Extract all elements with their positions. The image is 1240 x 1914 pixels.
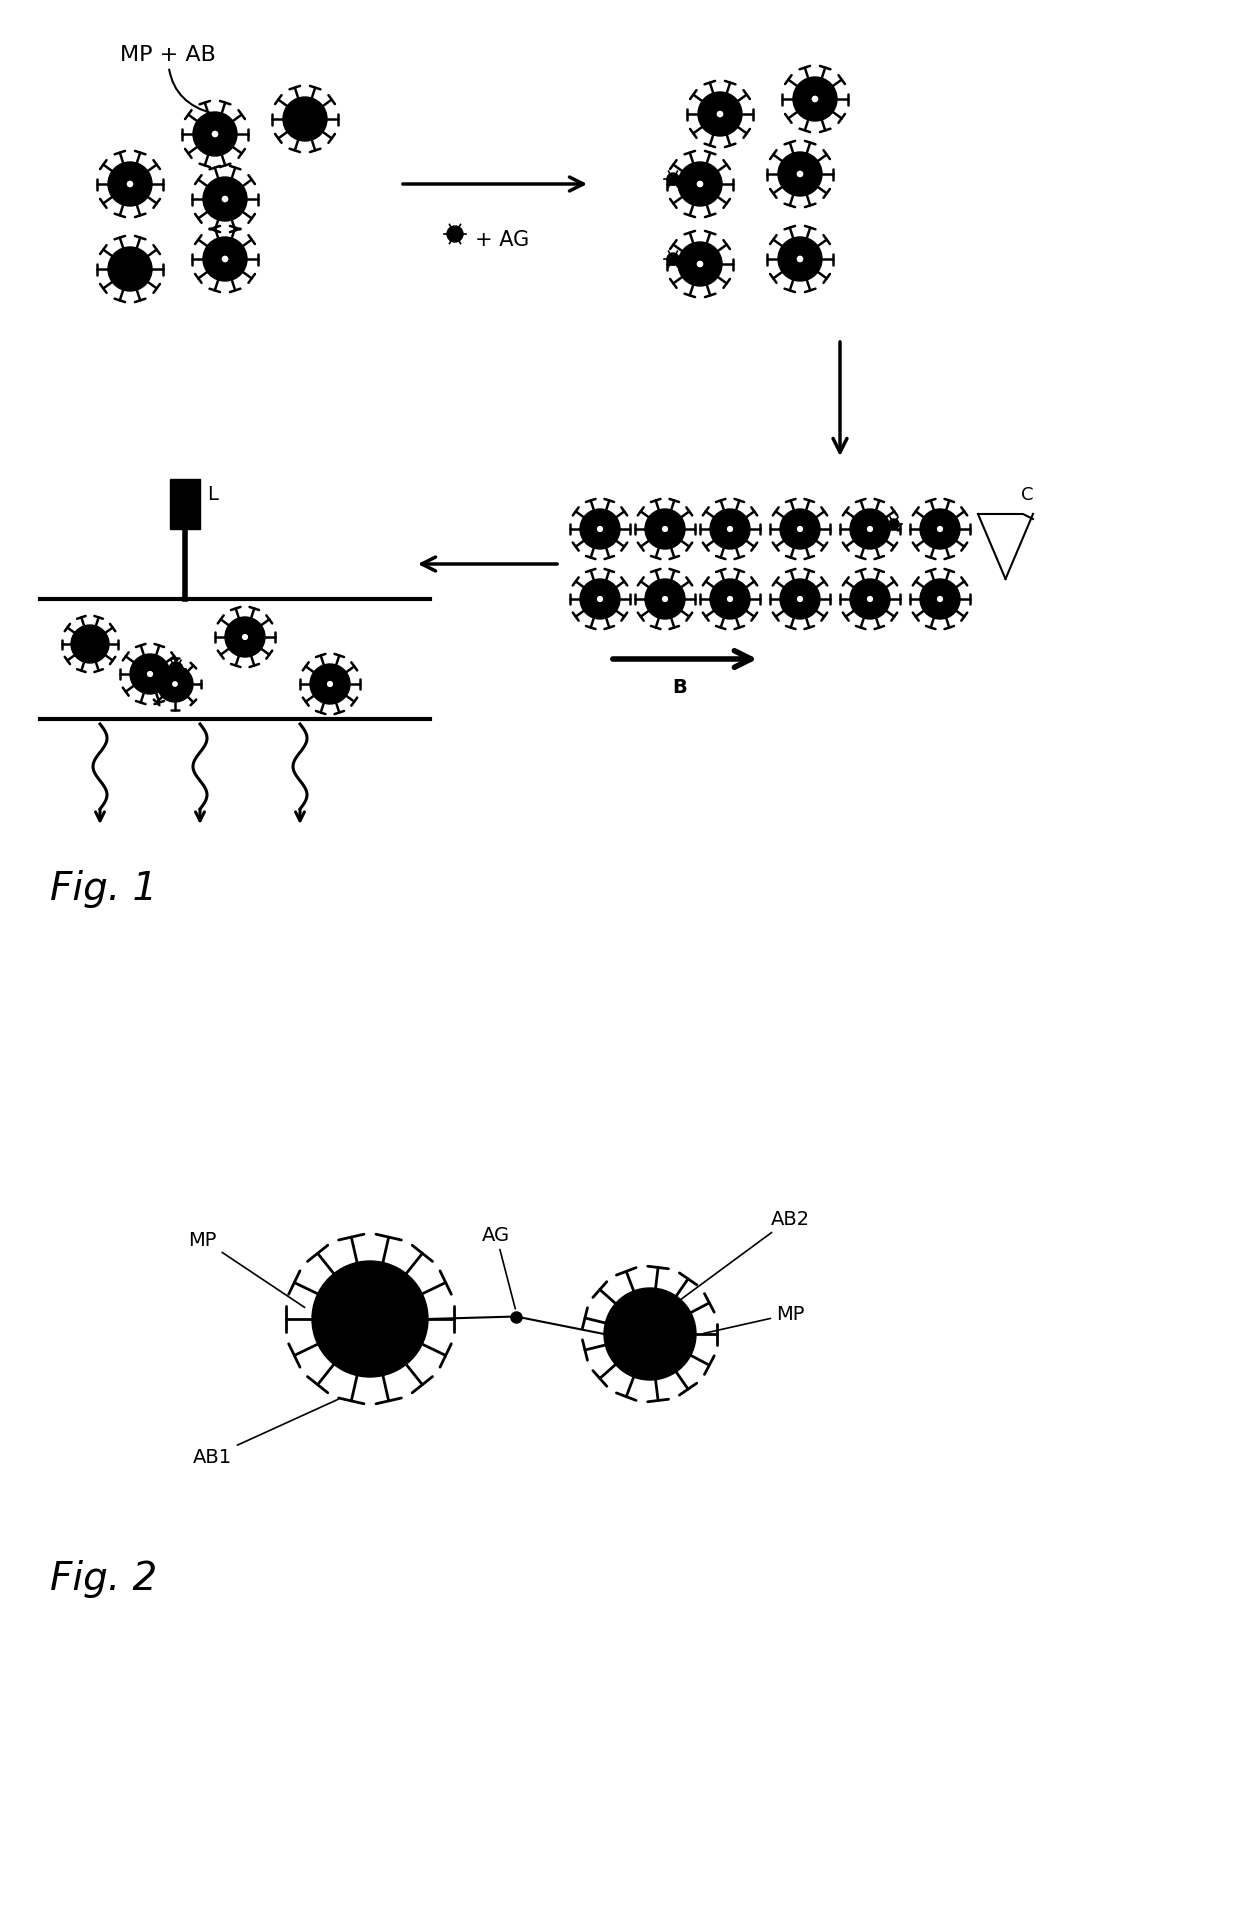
Circle shape <box>797 172 802 178</box>
Circle shape <box>794 78 837 122</box>
Circle shape <box>446 228 463 243</box>
Circle shape <box>222 256 228 262</box>
Circle shape <box>604 1288 696 1380</box>
Circle shape <box>780 509 820 549</box>
Circle shape <box>777 237 822 281</box>
Circle shape <box>130 655 170 695</box>
Circle shape <box>697 262 703 268</box>
Circle shape <box>71 626 109 664</box>
Circle shape <box>868 597 873 603</box>
Circle shape <box>797 597 802 603</box>
Circle shape <box>698 94 742 138</box>
Circle shape <box>645 509 684 549</box>
Circle shape <box>662 528 667 532</box>
Circle shape <box>797 528 802 532</box>
Circle shape <box>108 163 153 207</box>
Circle shape <box>718 113 723 117</box>
Circle shape <box>711 580 750 620</box>
Circle shape <box>598 597 603 603</box>
Circle shape <box>172 683 177 687</box>
Text: B: B <box>672 678 687 697</box>
Circle shape <box>598 528 603 532</box>
Text: MP: MP <box>704 1305 805 1334</box>
Circle shape <box>849 509 890 549</box>
Circle shape <box>849 580 890 620</box>
Circle shape <box>797 256 802 262</box>
Circle shape <box>224 618 265 658</box>
Circle shape <box>580 580 620 620</box>
Circle shape <box>937 597 942 603</box>
Circle shape <box>327 681 332 687</box>
Circle shape <box>728 528 733 532</box>
Circle shape <box>645 580 684 620</box>
Circle shape <box>812 98 817 103</box>
Circle shape <box>920 509 960 549</box>
Text: Fig. 1: Fig. 1 <box>50 869 157 907</box>
Circle shape <box>777 153 822 197</box>
Circle shape <box>868 528 873 532</box>
Text: C: C <box>1021 486 1033 503</box>
Circle shape <box>937 528 942 532</box>
Text: AG: AG <box>482 1225 516 1309</box>
Circle shape <box>203 178 247 222</box>
Bar <box>170 480 200 530</box>
Circle shape <box>678 163 722 207</box>
Circle shape <box>212 132 218 138</box>
Circle shape <box>283 98 327 142</box>
Circle shape <box>310 664 350 704</box>
Circle shape <box>203 237 247 281</box>
Circle shape <box>728 597 733 603</box>
Text: AB1: AB1 <box>193 1399 339 1466</box>
Circle shape <box>148 672 153 678</box>
Circle shape <box>243 635 248 639</box>
Circle shape <box>222 197 228 203</box>
Circle shape <box>667 174 680 186</box>
Text: MP + AB: MP + AB <box>120 44 216 115</box>
Circle shape <box>662 597 667 603</box>
Circle shape <box>193 113 237 157</box>
Circle shape <box>697 182 703 188</box>
Circle shape <box>780 580 820 620</box>
Text: Fig. 2: Fig. 2 <box>50 1560 157 1596</box>
Circle shape <box>580 509 620 549</box>
Circle shape <box>711 509 750 549</box>
Circle shape <box>169 662 184 678</box>
Circle shape <box>108 249 153 291</box>
Circle shape <box>889 521 899 530</box>
Text: + AG: + AG <box>475 230 529 251</box>
Circle shape <box>667 255 680 266</box>
Circle shape <box>920 580 960 620</box>
Circle shape <box>312 1261 428 1378</box>
Text: L: L <box>207 486 218 503</box>
Text: MP: MP <box>188 1231 305 1307</box>
Circle shape <box>157 666 193 702</box>
Circle shape <box>678 243 722 287</box>
Text: AB2: AB2 <box>680 1210 810 1300</box>
Circle shape <box>128 182 133 188</box>
